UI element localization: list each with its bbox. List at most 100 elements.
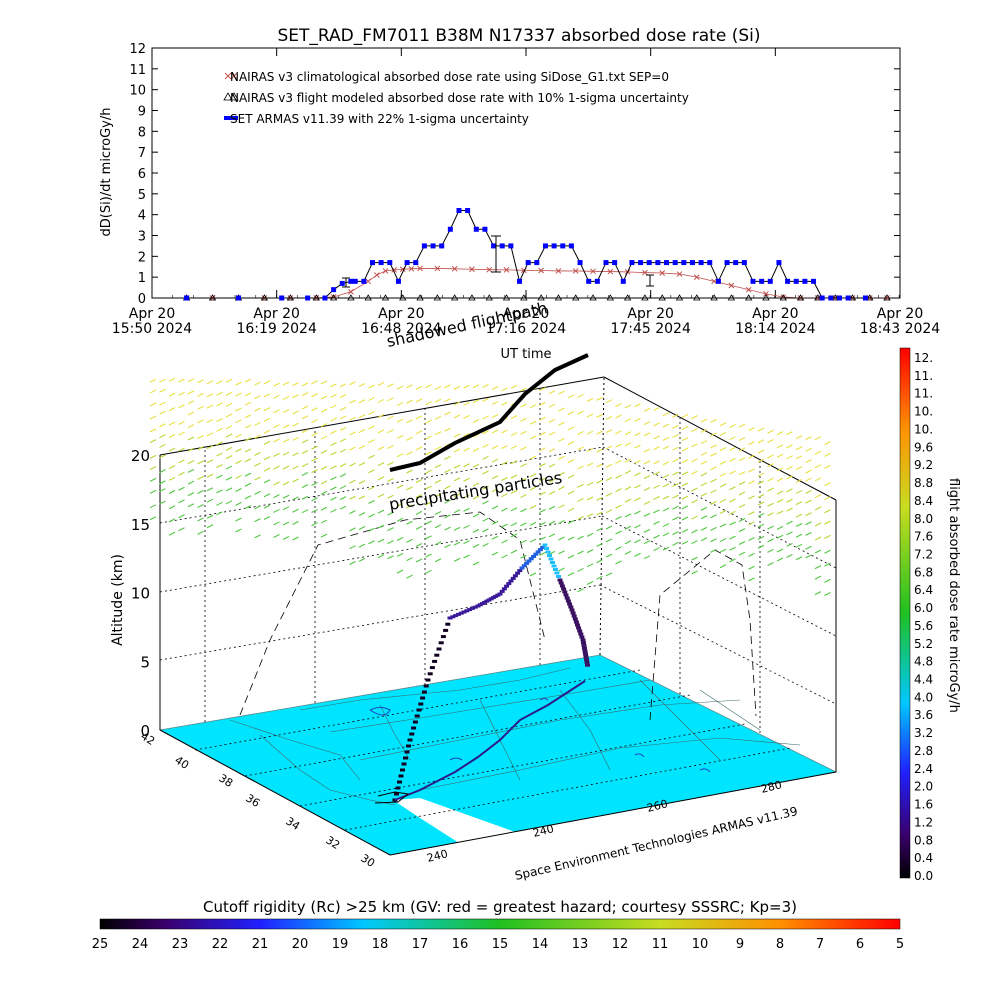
flight-path-point <box>416 708 422 712</box>
particle-mark <box>339 463 347 468</box>
particle-mark <box>653 446 660 451</box>
particle-mark <box>501 507 508 512</box>
particle-mark <box>691 487 698 492</box>
particle-mark <box>301 495 309 500</box>
particle-mark <box>767 538 774 543</box>
colorbar-tick-label: 6.8 <box>914 565 933 579</box>
series-point <box>572 268 579 274</box>
particle-mark <box>406 486 413 491</box>
particle-mark <box>178 378 185 383</box>
particle-mark <box>387 540 394 545</box>
series-point <box>693 294 701 301</box>
particle-mark <box>235 381 242 386</box>
series-point <box>520 294 528 301</box>
particle-mark <box>624 404 632 409</box>
particle-mark <box>681 528 689 533</box>
cutoff-rigidity-tick-label: 5 <box>896 937 904 952</box>
particle-mark <box>710 478 717 483</box>
particle-mark <box>320 480 328 485</box>
flight-path-point <box>455 612 461 616</box>
particle-mark <box>149 439 157 444</box>
particle-mark <box>168 421 176 426</box>
error-bars <box>342 235 654 288</box>
particle-mark <box>615 504 622 509</box>
particle-mark <box>225 413 233 418</box>
particle-mark <box>805 459 812 464</box>
colorbar-tick-label: 1.2 <box>914 815 933 829</box>
particle-mark <box>558 437 565 442</box>
particle-mark <box>814 494 822 499</box>
particle-mark <box>567 394 575 399</box>
particle-mark <box>282 409 290 414</box>
y-tick-label: 3 <box>138 230 146 245</box>
colorbar-tick-label: 8.8 <box>914 476 933 490</box>
particle-mark <box>624 458 632 463</box>
particle-mark <box>206 487 214 492</box>
particle-mark <box>472 447 480 452</box>
particle-mark <box>282 465 290 470</box>
particle-mark <box>159 410 166 415</box>
particle-mark <box>197 405 204 410</box>
flight-path-point <box>394 792 399 796</box>
altitude-tick-label: 0 <box>140 722 150 740</box>
particle-mark <box>282 481 290 486</box>
particle-mark <box>197 489 204 494</box>
particle-mark <box>719 460 727 465</box>
particle-mark <box>206 473 214 478</box>
flight-path-point <box>434 653 440 657</box>
series-point <box>534 260 540 266</box>
particle-mark <box>520 539 527 544</box>
particle-mark <box>444 398 451 403</box>
particle-mark <box>225 425 233 430</box>
particle-mark <box>567 411 575 416</box>
particle-mark <box>330 508 337 513</box>
series-point <box>802 278 808 284</box>
particle-mark <box>387 461 394 466</box>
shadow-projections <box>239 511 757 721</box>
particle-mark <box>235 448 242 453</box>
particle-mark <box>824 534 831 539</box>
flight-path-point <box>540 545 546 549</box>
particle-mark <box>425 485 432 490</box>
particle-mark <box>197 392 204 397</box>
series-point <box>502 294 511 301</box>
particle-mark <box>548 550 556 555</box>
particle-mark <box>596 496 603 501</box>
particle-mark <box>187 436 195 441</box>
particle-mark <box>539 401 546 406</box>
particle-mark <box>548 448 556 453</box>
particle-mark <box>748 468 755 473</box>
flight-path-point <box>515 571 521 575</box>
series-point <box>710 294 718 301</box>
particle-mark <box>710 452 717 457</box>
flight-path-point <box>551 564 557 568</box>
series-point <box>676 271 683 277</box>
particle-mark <box>235 407 242 412</box>
particle-mark <box>206 514 214 519</box>
particle-mark <box>586 513 594 518</box>
particle-mark <box>567 474 575 479</box>
particle-mark <box>368 425 375 430</box>
particle-mark <box>358 557 366 562</box>
particle-mark <box>738 457 746 462</box>
particle-mark <box>634 539 641 544</box>
particle-mark <box>244 401 252 406</box>
series-point <box>693 274 700 281</box>
particle-mark <box>254 451 261 456</box>
particle-mark <box>605 525 613 530</box>
particle-mark <box>301 509 309 514</box>
particle-mark <box>396 402 404 407</box>
particle-mark <box>643 512 651 517</box>
particle-mark <box>225 402 233 407</box>
flight-path-point <box>472 605 478 609</box>
particle-mark <box>425 451 432 456</box>
particle-mark <box>558 407 565 412</box>
particle-mark <box>330 442 337 447</box>
particle-mark <box>529 505 537 510</box>
flight-path-point <box>458 611 464 615</box>
series-point <box>623 294 632 301</box>
y-tick-label: 9 <box>138 105 146 120</box>
particle-mark <box>786 507 793 512</box>
particle-mark <box>254 505 261 510</box>
particle-mark <box>596 396 603 401</box>
